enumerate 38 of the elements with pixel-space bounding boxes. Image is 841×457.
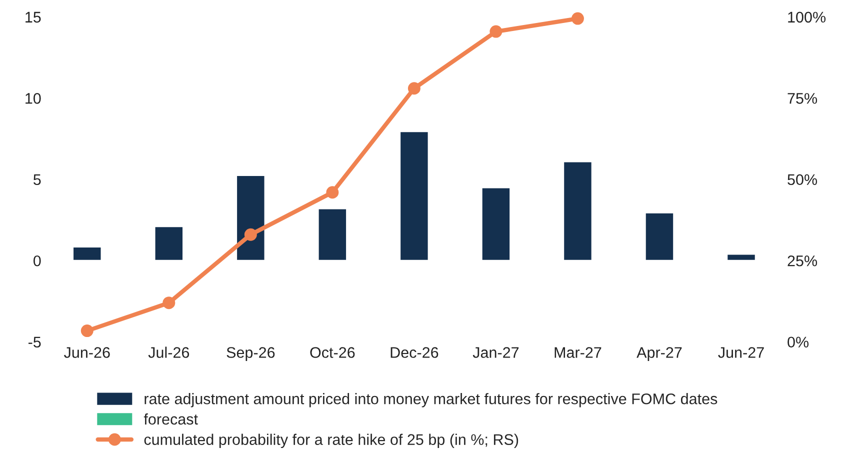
point [571, 12, 584, 25]
bar [726, 253, 756, 262]
x-tick-label: Jun-27 [718, 347, 764, 358]
y-tick-label: -5 [28, 336, 41, 348]
y2-tick-label: 100% [788, 12, 826, 23]
y2-tick-label: 50% [788, 174, 818, 186]
x-tick-label: Jun-26 [64, 347, 110, 358]
bar [154, 226, 184, 262]
x-tick-label: Jul-26 [148, 346, 190, 358]
y2-tick-label: 0% [788, 336, 809, 348]
y2-tick-label: 25% [788, 255, 818, 266]
legend-label: rate adjustment amount priced into money market futures for respective FOMC dates [144, 393, 718, 408]
x-tick-label: Apr-27 [636, 347, 682, 361]
x-tick-label: Oct-26 [310, 347, 355, 358]
y-tick-label: 5 [34, 174, 41, 186]
point [80, 324, 94, 338]
y2-tick-label: 75% [788, 93, 818, 104]
bar [644, 212, 674, 262]
bar [480, 186, 511, 262]
bar [562, 160, 593, 262]
x-tick-label: Dec-26 [390, 347, 438, 358]
point [244, 228, 257, 241]
point [162, 296, 176, 310]
point [490, 25, 502, 38]
bar [317, 208, 348, 262]
x-tick-label: Sep-26 [226, 347, 275, 361]
y-tick-label: 10 [26, 93, 41, 104]
bar [236, 174, 266, 262]
point [326, 186, 339, 199]
legend-label: cumulated probability for a rate hike of 25 bp (in %; RS) [144, 434, 518, 448]
x-tick-label: Jan-27 [472, 347, 519, 358]
bar [399, 130, 430, 262]
bar [72, 246, 102, 262]
x-tick-label: Mar-27 [554, 347, 602, 358]
legend-label: forecast [144, 413, 198, 425]
point [408, 82, 420, 95]
y-tick-label: 15 [26, 12, 41, 23]
y-tick-label: 0 [33, 255, 41, 266]
